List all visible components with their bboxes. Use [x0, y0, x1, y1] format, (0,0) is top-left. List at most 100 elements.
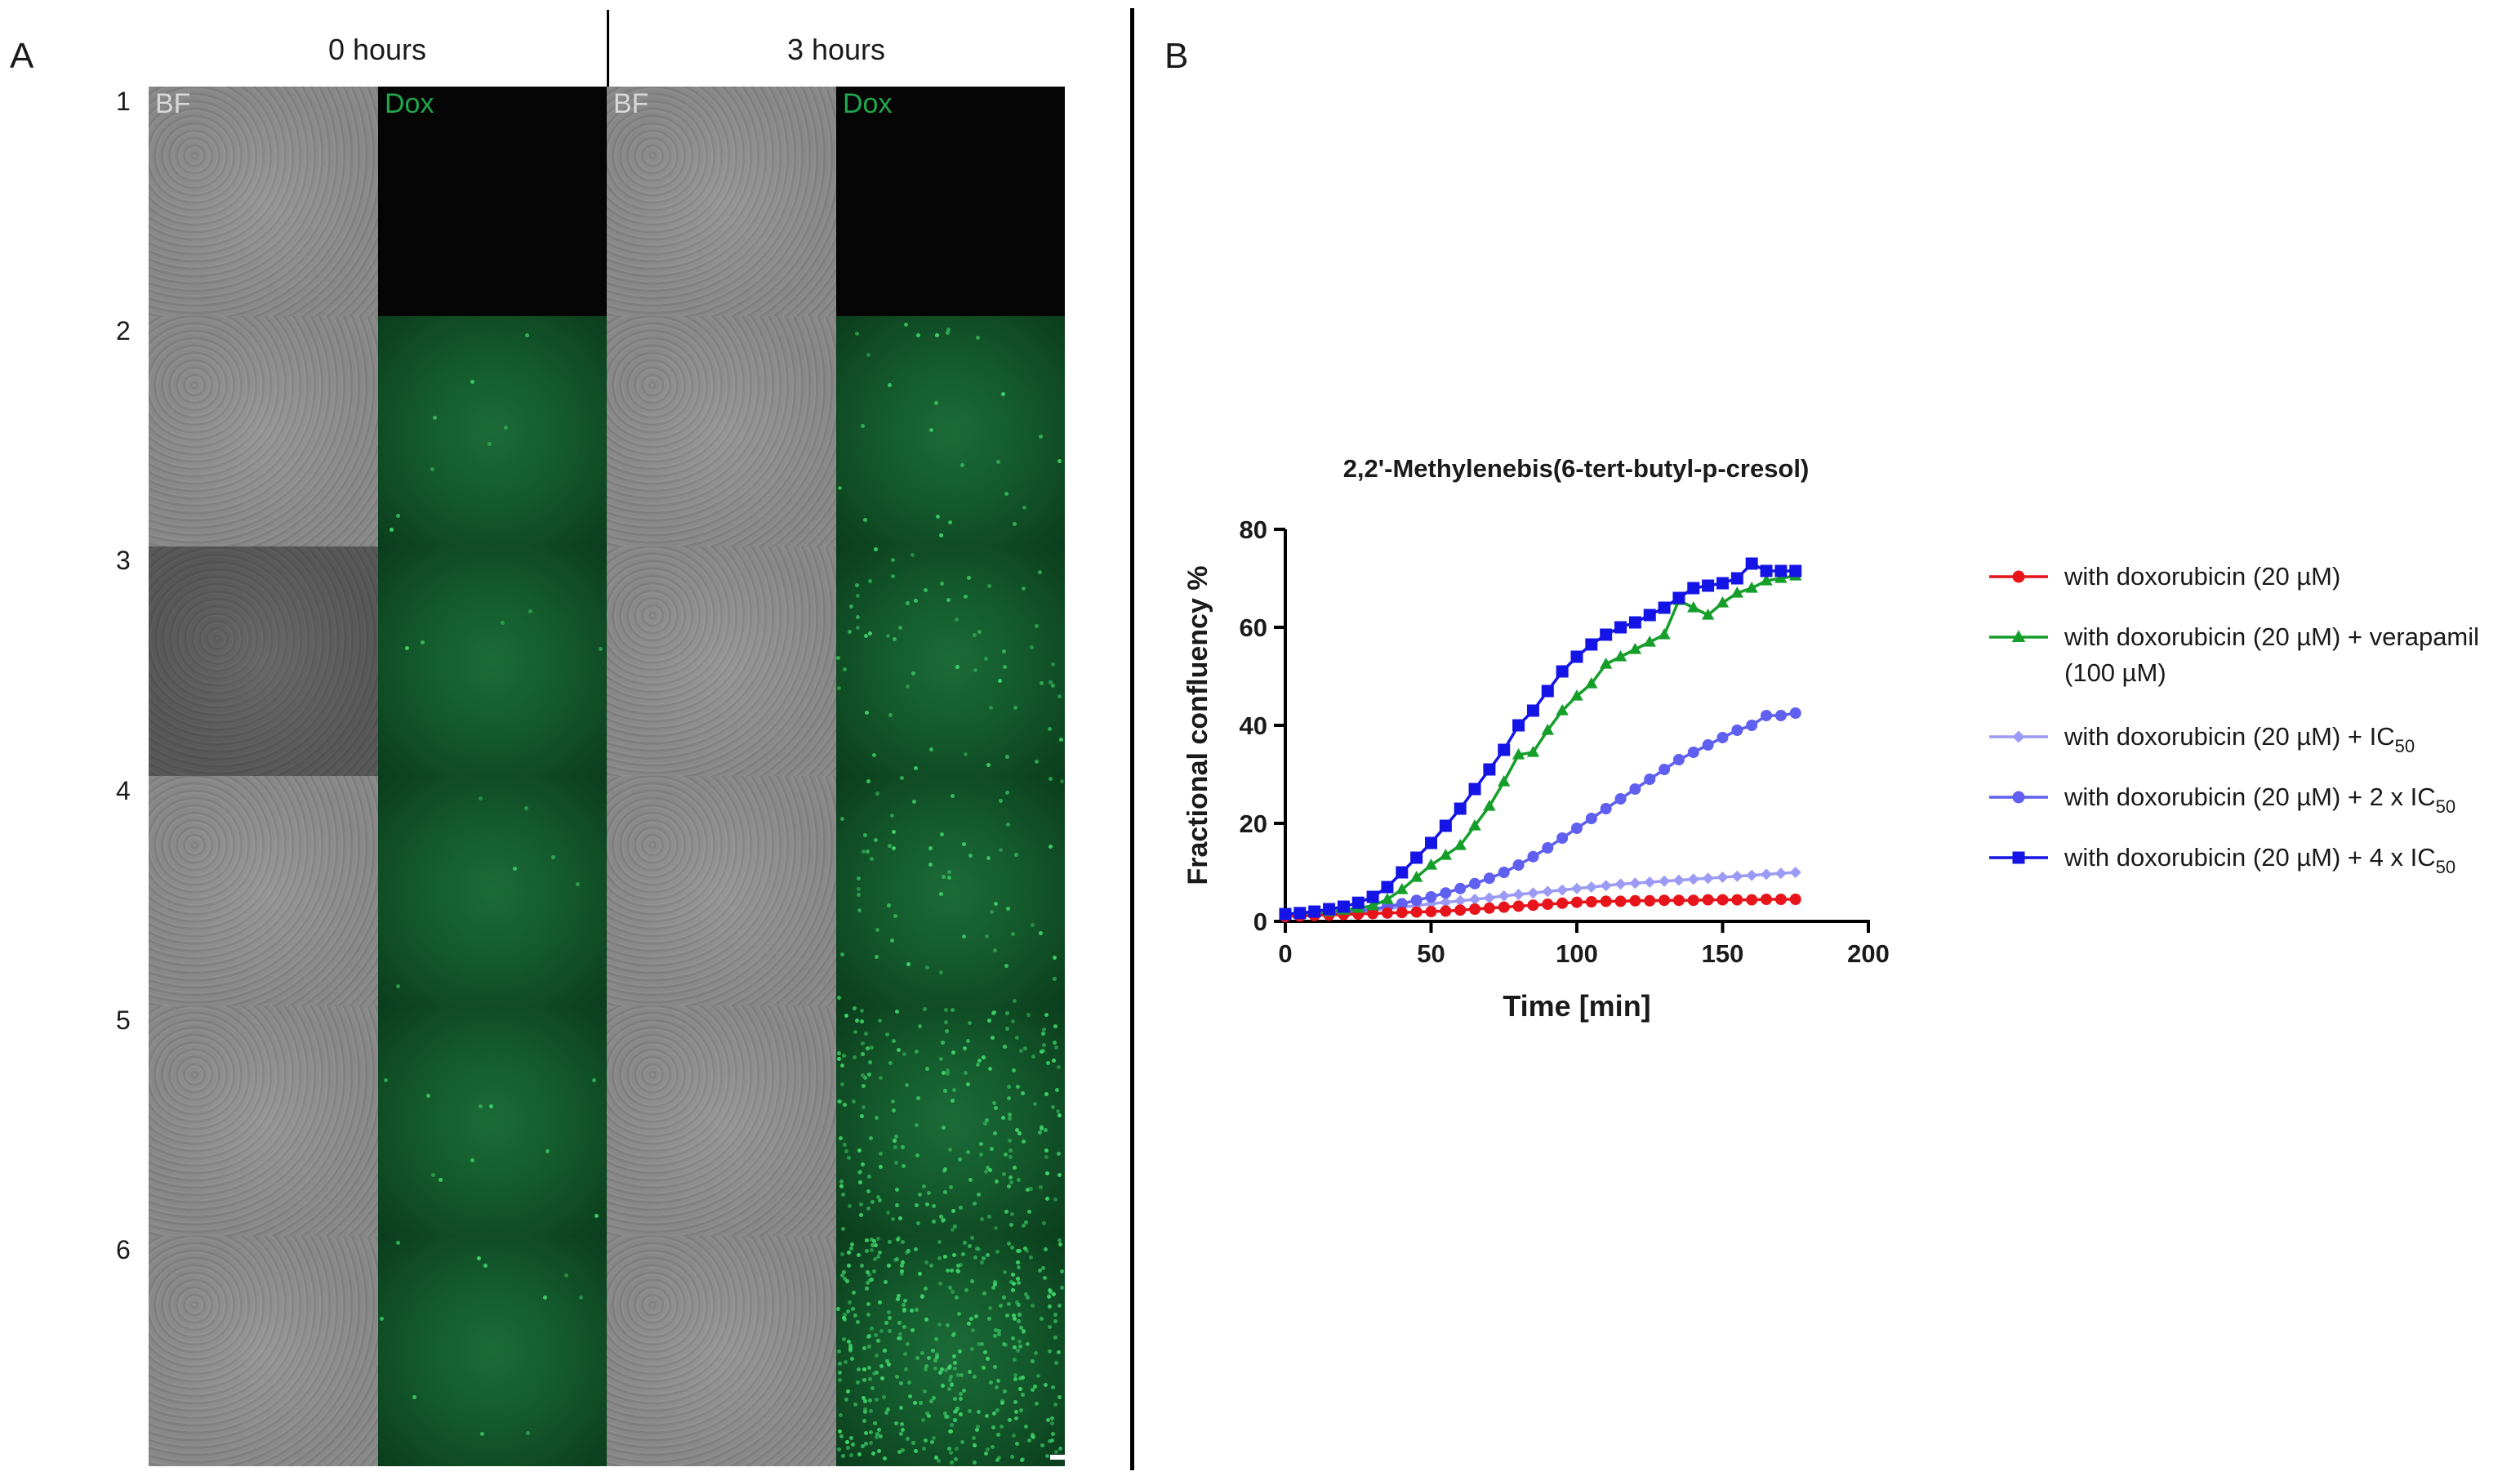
fluorescent-cell: [849, 1436, 853, 1440]
fluorescent-cell: [903, 1299, 907, 1303]
fluorescent-cell: [923, 1389, 927, 1394]
fluorescent-cell: [592, 1078, 596, 1082]
fluorescent-cell: [932, 1396, 936, 1400]
bf-image-row4-col1: [149, 776, 378, 1006]
data-point: [1629, 877, 1641, 890]
fluorescent-cell: [841, 1227, 845, 1231]
fluorescent-cell: [855, 1019, 859, 1023]
fluorescent-cell: [837, 1057, 841, 1061]
fluorescent-cell: [1052, 1059, 1056, 1063]
fluorescent-cell: [994, 1328, 998, 1332]
fluorescent-cell: [1013, 1345, 1017, 1349]
fluorescent-cell: [1053, 1402, 1057, 1407]
dox-image-row3-col2: [378, 546, 607, 777]
fluorescent-cell: [1051, 1385, 1055, 1389]
fluorescent-cell: [912, 800, 916, 804]
fluorescent-cell: [1015, 1036, 1019, 1040]
y-axis-label: Fractional confluency %: [1182, 565, 1213, 885]
fluorescent-cell: [1020, 1458, 1024, 1462]
fluorescent-cell: [916, 1096, 920, 1100]
fluorescent-cell: [888, 1061, 893, 1065]
fluorescent-cell: [956, 1269, 960, 1273]
fluorescent-cell: [1009, 1280, 1013, 1284]
fluorescent-cell: [836, 1307, 840, 1311]
fluorescent-cell: [1049, 845, 1053, 849]
data-point: [1483, 902, 1495, 914]
fluorescent-cell: [431, 1173, 435, 1177]
fluorescent-cell: [915, 1356, 919, 1360]
fluorescent-cell: [868, 1398, 872, 1402]
fluorescent-cell: [944, 1368, 948, 1372]
series-line-1: [1284, 574, 1797, 916]
y-tick-label: 60: [1240, 613, 1267, 642]
fluorescent-cell: [973, 1443, 977, 1447]
fluorescent-cell: [982, 1291, 986, 1295]
fluorescent-cell: [874, 1333, 878, 1337]
fluorescent-cell: [869, 1441, 873, 1445]
data-point: [1614, 895, 1627, 907]
fluorescent-cell: [1014, 853, 1018, 857]
fluorescent-cell: [890, 814, 894, 818]
fluorescent-cell: [959, 1373, 964, 1377]
fluorescent-cell: [869, 1409, 873, 1413]
fluorescent-cell: [477, 1256, 481, 1260]
fluorescent-cell: [842, 1054, 846, 1058]
fluorescent-cell: [545, 1149, 550, 1153]
fluorescent-cell: [1013, 1377, 1017, 1381]
fluorescent-cell: [871, 1451, 875, 1456]
fluorescent-cell: [969, 1317, 973, 1321]
x-axis-label: Time [min]: [1503, 989, 1650, 1023]
fluorescent-cell: [1002, 1295, 1006, 1300]
fluorescent-cell: [526, 1431, 530, 1435]
fluorescent-cell: [959, 1412, 963, 1416]
fluorescent-cell: [986, 856, 991, 860]
data-point: [1745, 557, 1758, 570]
fluorescent-cell: [866, 1270, 870, 1274]
data-point: [1672, 874, 1685, 886]
fluorescent-cell: [895, 1375, 899, 1379]
fluorescent-cell: [839, 1413, 843, 1417]
fluorescent-cell: [1022, 1224, 1026, 1228]
fluorescent-cell: [599, 647, 603, 651]
fluorescent-cell: [908, 1394, 912, 1398]
fluorescent-cell: [838, 486, 842, 490]
fluorescent-cell: [993, 1131, 997, 1135]
fluorescent-cell: [396, 514, 400, 518]
fluorescent-cell: [921, 1418, 925, 1422]
fluorescent-cell: [1021, 1091, 1025, 1095]
fluorescent-cell: [886, 634, 890, 638]
fluorescent-cell: [1002, 1295, 1006, 1300]
data-point: [1761, 710, 1773, 721]
fluorescent-cell: [994, 1226, 998, 1230]
data-point: [1643, 609, 1656, 622]
fluorescent-cell: [944, 1020, 948, 1024]
fluorescent-cell: [962, 842, 966, 846]
fluorescent-cell: [893, 914, 897, 918]
data-point: [1571, 882, 1583, 894]
fluorescent-cell: [984, 1170, 988, 1174]
fluorescent-cell: [1053, 1041, 1057, 1045]
data-point: [1556, 665, 1569, 678]
fluorescent-cell: [1016, 1277, 1020, 1281]
fluorescent-cell: [488, 442, 492, 446]
fluorescent-cell: [1016, 1349, 1020, 1353]
fluorescent-cell: [489, 1104, 493, 1108]
fluorescent-cell: [906, 1342, 910, 1346]
fluorescent-cell: [1031, 1435, 1035, 1439]
data-point: [1454, 904, 1467, 916]
fluorescent-cell: [892, 1108, 896, 1113]
fluorescent-cell: [892, 846, 896, 850]
fluorescent-cell: [952, 1253, 956, 1257]
fluorescent-cell: [885, 1032, 889, 1037]
fluorescent-cell: [948, 1378, 952, 1382]
fluorescent-cell: [999, 799, 1003, 803]
fluorescent-cell: [1005, 1027, 1009, 1031]
data-point: [1454, 838, 1467, 850]
legend-label-4-line0: with doxorubicin (20 µM) + 4 x IC50: [2064, 843, 2455, 877]
fluorescent-cell: [1045, 1171, 1049, 1175]
fluorescent-cell: [929, 747, 933, 751]
data-point: [1454, 802, 1467, 815]
fluorescent-cell: [948, 1148, 952, 1152]
fluorescent-cell: [985, 934, 989, 939]
fluorescent-cell: [861, 1041, 865, 1046]
